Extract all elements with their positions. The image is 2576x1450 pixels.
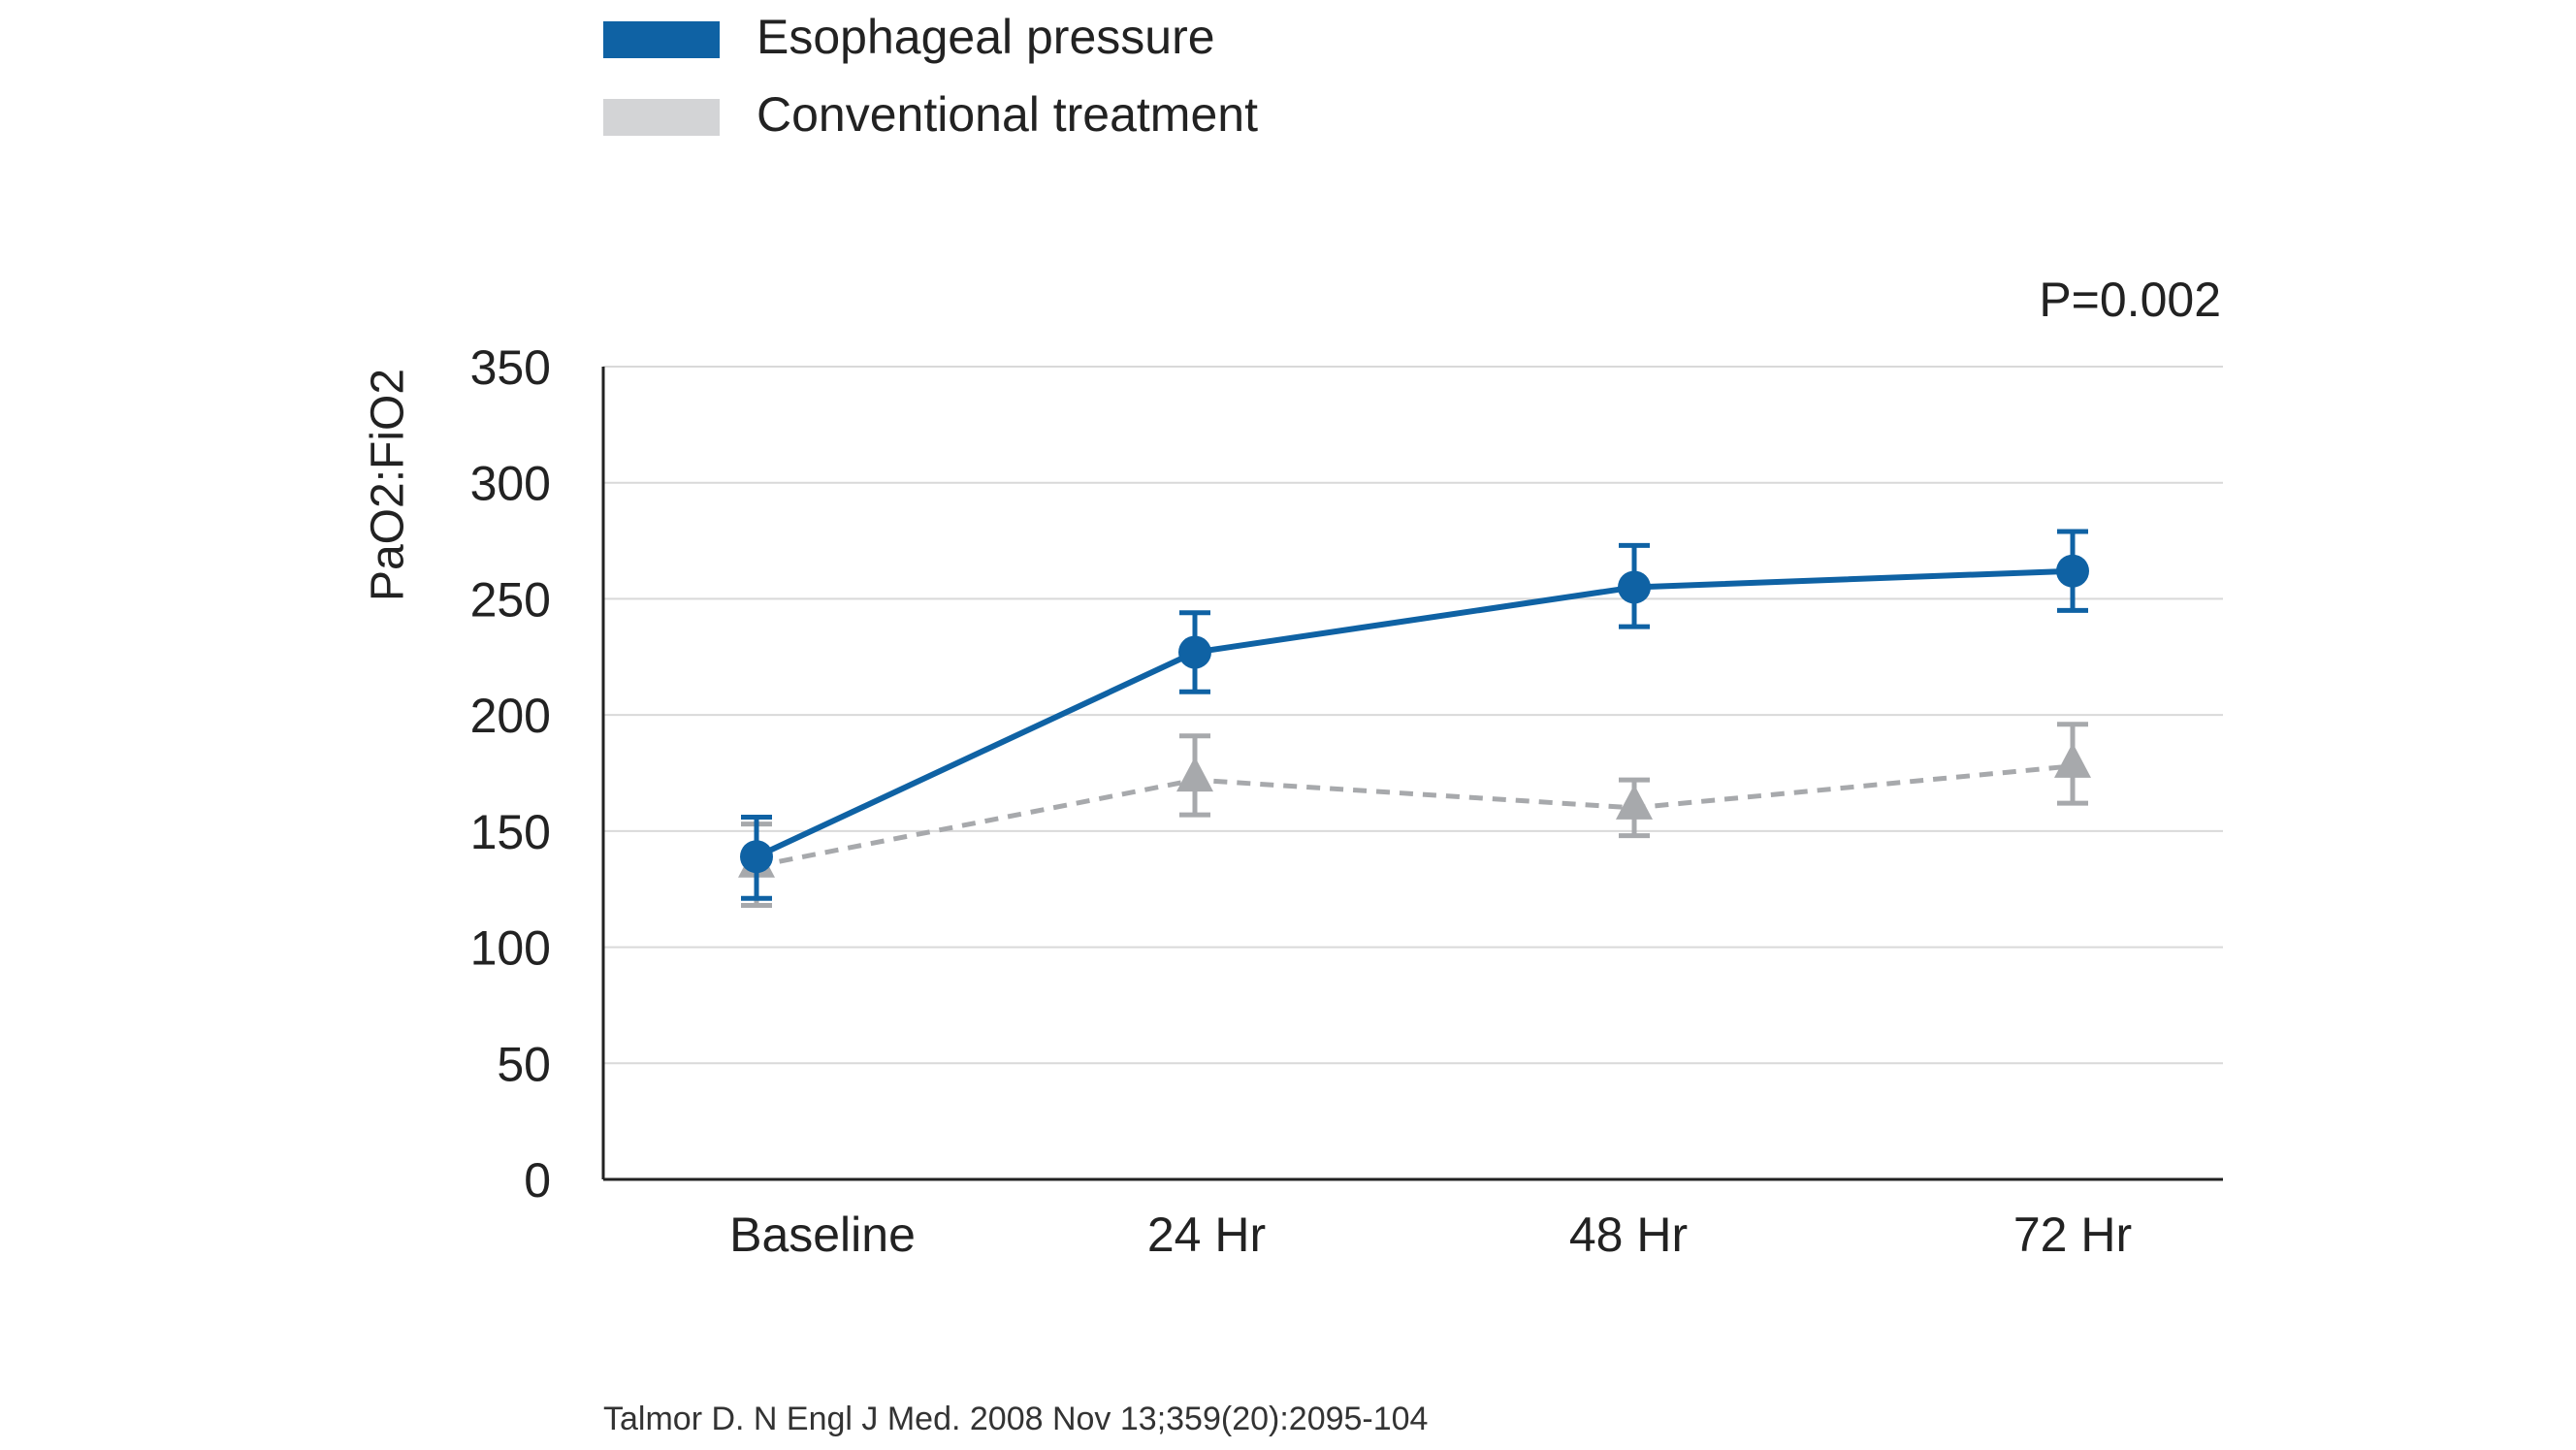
y-tick-label-250: 250 xyxy=(470,572,551,627)
data-point-conventional-treatment-1 xyxy=(1176,757,1213,792)
citation: Talmor D. N Engl J Med. 2008 Nov 13;359(… xyxy=(603,1401,1429,1437)
legend-swatch-esophageal-pressure xyxy=(603,21,720,58)
data-point-esophageal-pressure-3 xyxy=(2056,554,2089,588)
p-value-annotation: P=0.002 xyxy=(2039,273,2221,327)
y-tick-label-200: 200 xyxy=(470,689,551,743)
y-tick-label-150: 150 xyxy=(470,805,551,859)
data-point-conventional-treatment-3 xyxy=(2054,742,2091,778)
y-tick-label-50: 50 xyxy=(497,1037,551,1091)
x-tick-label-48-hr: 48 Hr xyxy=(1569,1208,1688,1262)
y-tick-label-100: 100 xyxy=(470,921,551,976)
x-tick-label-24-hr: 24 Hr xyxy=(1147,1208,1266,1262)
legend-label-conventional-treatment: Conventional treatment xyxy=(757,87,1258,142)
series-line-conventional-treatment xyxy=(756,763,2074,869)
x-tick-label-baseline: Baseline xyxy=(729,1208,916,1262)
y-tick-label-300: 300 xyxy=(470,457,551,511)
data-point-esophageal-pressure-0 xyxy=(740,840,773,874)
data-point-esophageal-pressure-2 xyxy=(1618,570,1651,604)
data-point-conventional-treatment-2 xyxy=(1616,784,1653,820)
y-tick-label-350: 350 xyxy=(470,340,551,395)
series-line-esophageal-pressure xyxy=(755,567,2074,859)
legend-swatch-conventional-treatment xyxy=(603,99,720,136)
data-point-esophageal-pressure-1 xyxy=(1178,635,1211,669)
legend-label-esophageal-pressure: Esophageal pressure xyxy=(757,10,1215,64)
x-tick-label-72-hr: 72 Hr xyxy=(2013,1208,2132,1262)
y-tick-label-0: 0 xyxy=(524,1153,551,1208)
